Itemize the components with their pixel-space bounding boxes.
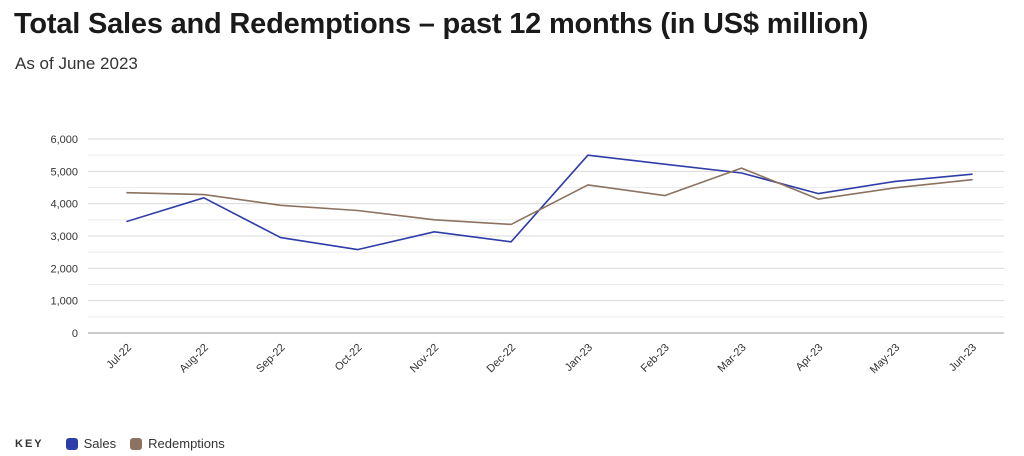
chart-title: Total Sales and Redemptions – past 12 mo…	[14, 8, 869, 40]
x-tick-label: Oct-22	[333, 342, 365, 374]
legend-title: KEY	[15, 437, 44, 450]
x-tick-label: Aug-22	[177, 342, 211, 376]
legend-label-sales: Sales	[83, 436, 117, 451]
series-line-sales	[126, 154, 973, 251]
legend-swatch-sales	[65, 437, 78, 450]
line-chart: 0 1,000 2,000 3,000 4,000 5,000 6,000 Jul-22 Aug…	[50, 134, 1004, 376]
y-tick-label: 5,000	[50, 166, 78, 178]
legend-label-redemptions: Redemptions	[148, 436, 225, 451]
y-tick-label: 0	[72, 328, 78, 340]
y-tick-label: 6,000	[50, 134, 78, 146]
x-tick-label: Jul-22	[104, 342, 134, 372]
y-tick-label: 3,000	[50, 231, 78, 243]
x-tick-label: Sep-22	[254, 342, 288, 376]
series-line-redemptions	[126, 167, 973, 226]
x-tick-label: Nov-22	[408, 342, 442, 376]
x-tick-label: Feb-23	[639, 342, 672, 375]
x-tick-label: Mar-23	[716, 342, 749, 375]
legend-item-sales: Sales	[65, 436, 117, 451]
x-tick-label: May-23	[868, 342, 902, 376]
x-tick-label: Jan-23	[563, 342, 595, 374]
y-tick-label: 2,000	[50, 263, 78, 275]
y-tick-label: 1,000	[50, 296, 78, 308]
legend-item-redemptions: Redemptions	[130, 436, 225, 451]
y-tick-label: 4,000	[50, 199, 78, 211]
chart-subtitle: As of June 2023	[15, 54, 138, 73]
x-tick-label: Dec-22	[485, 342, 519, 376]
legend: KEY Sales Redemptions	[15, 436, 239, 451]
x-tick-label: Jun-23	[947, 342, 979, 374]
legend-swatch-redemptions	[130, 437, 143, 450]
x-tick-label: Apr-23	[794, 342, 826, 374]
